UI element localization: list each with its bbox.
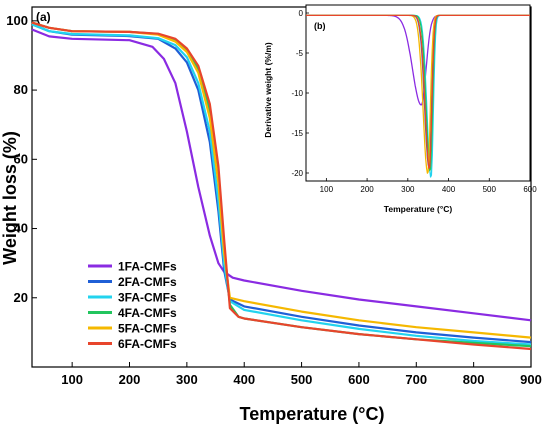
panel-a-label: (a) bbox=[36, 10, 51, 24]
inset-axis-ticks: 100 200 300 400 500 600 0 -5 -10 -15 -20 bbox=[291, 9, 537, 194]
y-tick-label: 80 bbox=[14, 82, 28, 97]
series-line-6fa-cmfs bbox=[31, 21, 532, 351]
inset-y-tick-label: -10 bbox=[291, 89, 303, 98]
main-plot-frame bbox=[31, 6, 532, 368]
inset-x-tick-label: 600 bbox=[523, 185, 537, 194]
main-axis-ticks: 100 200 300 400 500 600 700 800 900 20 40 60 80 100 bbox=[6, 13, 542, 387]
inset-x-tick-label: 500 bbox=[483, 185, 497, 194]
series-line-3fa-cmfs bbox=[31, 23, 532, 346]
inset-series-lines bbox=[306, 14, 530, 178]
main-series-lines bbox=[31, 21, 532, 351]
legend-label: 5FA-CMFs bbox=[118, 322, 177, 336]
y-tick-label: 20 bbox=[14, 290, 28, 305]
panel-b-label: (b) bbox=[314, 21, 326, 31]
inset-series-line-6fa-cmfs bbox=[306, 14, 530, 169]
y-tick-label: 60 bbox=[14, 151, 28, 166]
x-tick-label: 300 bbox=[176, 372, 198, 387]
x-tick-label: 700 bbox=[405, 372, 427, 387]
legend-label: 4FA-CMFs bbox=[118, 306, 177, 320]
inset-x-tick-label: 100 bbox=[320, 185, 334, 194]
legend-label: 1FA-CMFs bbox=[118, 260, 177, 274]
inset-x-tick-label: 200 bbox=[360, 185, 374, 194]
inset-y-tick-label: -5 bbox=[296, 49, 304, 58]
inset-y-tick-label: -15 bbox=[291, 129, 303, 138]
main-x-axis-label: Temperature (°C) bbox=[240, 404, 385, 424]
inset-y-tick-label: -20 bbox=[291, 169, 303, 178]
main-y-axis-label: Weight loss (%) bbox=[0, 131, 20, 265]
inset-y-tick-label: 0 bbox=[299, 9, 304, 18]
x-tick-label: 400 bbox=[233, 372, 255, 387]
legend-label: 3FA-CMFs bbox=[118, 291, 177, 305]
x-tick-label: 800 bbox=[463, 372, 485, 387]
x-tick-label: 900 bbox=[520, 372, 542, 387]
x-tick-label: 500 bbox=[291, 372, 313, 387]
legend-label: 2FA-CMFs bbox=[118, 275, 177, 289]
y-tick-label: 100 bbox=[6, 13, 28, 28]
series-line-1fa-cmfs bbox=[31, 28, 532, 322]
x-tick-label: 600 bbox=[348, 372, 370, 387]
inset-x-tick-label: 400 bbox=[442, 185, 456, 194]
inset-y-axis-label: Derivative weight (%/m) bbox=[263, 42, 273, 138]
inset-x-axis-label: Temperature (°C) bbox=[384, 204, 453, 214]
inset-x-tick-label: 300 bbox=[401, 185, 415, 194]
x-tick-label: 100 bbox=[61, 372, 83, 387]
legend-label: 6FA-CMFs bbox=[118, 337, 177, 351]
y-tick-label: 40 bbox=[14, 221, 28, 236]
x-tick-label: 200 bbox=[119, 372, 141, 387]
